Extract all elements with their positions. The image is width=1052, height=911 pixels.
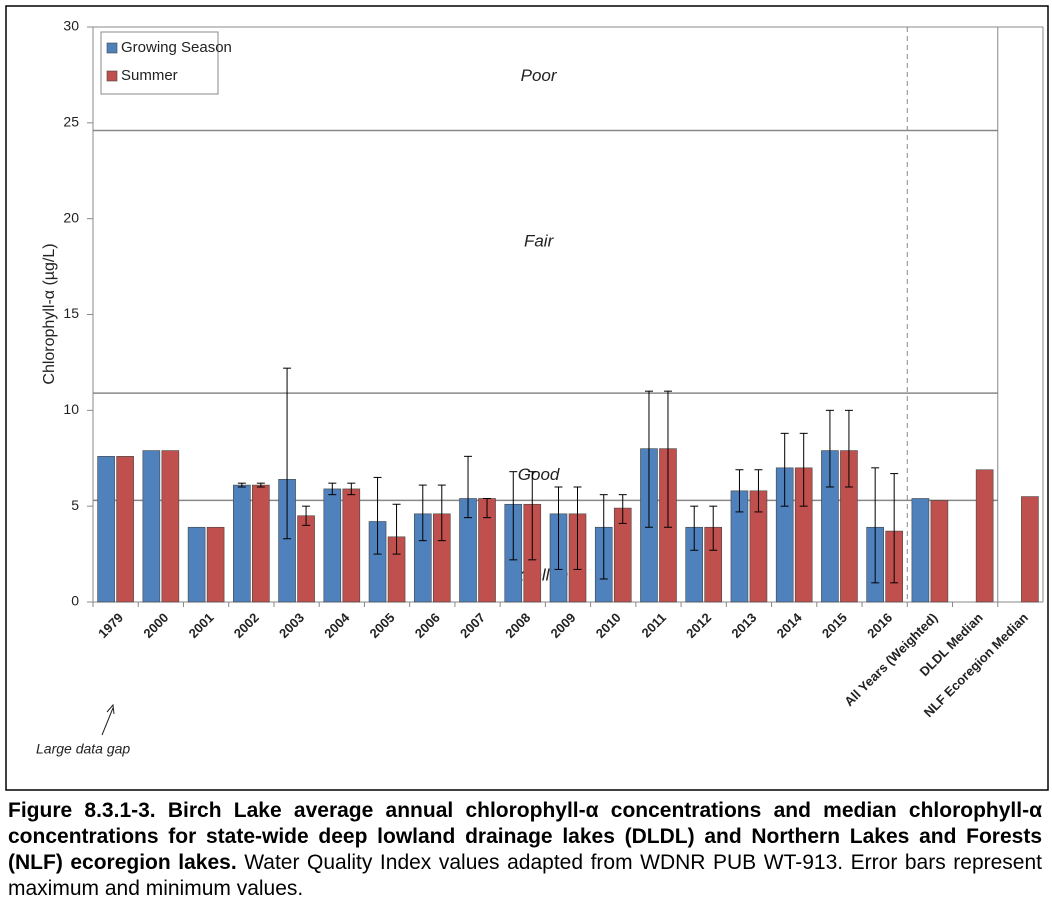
x-tick-label: 2002 [231, 610, 262, 641]
y-tick-label: 0 [71, 593, 79, 609]
y-tick-label: 15 [63, 305, 79, 321]
error-bar [573, 486, 582, 570]
bar [187, 526, 206, 603]
bar [342, 488, 361, 603]
x-tick-label: 2011 [638, 610, 669, 641]
error-bar [871, 467, 880, 584]
error-bar [754, 469, 763, 513]
bar [233, 484, 251, 603]
error-bar [644, 390, 653, 528]
y-axis-title: Chlorophyll-α (µg/L) [41, 243, 58, 384]
bar [323, 488, 342, 603]
x-tick-label: 2015 [819, 610, 850, 641]
error-bar [483, 498, 492, 519]
bar [161, 450, 180, 603]
error-bar [256, 482, 265, 488]
x-tick-label: 2006 [412, 610, 443, 641]
error-bar [302, 505, 311, 526]
error-bar [618, 494, 627, 524]
legend-label: Summer [121, 67, 178, 84]
x-tick-label: 2014 [774, 609, 806, 641]
error-bar [735, 469, 744, 513]
error-bar [347, 482, 356, 496]
error-bar [392, 503, 401, 555]
error-bar [237, 482, 246, 488]
x-tick-label: 2004 [321, 609, 353, 641]
error-bar [780, 432, 789, 507]
error-bar [464, 455, 473, 519]
x-tick-label: 2005 [367, 610, 398, 641]
error-bar [825, 409, 834, 488]
error-bar [328, 482, 337, 496]
bar [97, 456, 115, 603]
bar [1021, 496, 1039, 603]
bar [252, 484, 270, 603]
x-tick-label: 2013 [728, 610, 759, 641]
annotation-arrow [101, 707, 114, 736]
chart: Chlorophyll-α (µg/L) Large data gap 0 5 10… [5, 5, 1049, 791]
caption-bold: Figure 8.3.1-3. Birch Lake average annua… [8, 799, 1042, 874]
bar [206, 526, 225, 603]
error-bar [373, 476, 382, 555]
error-bar [709, 505, 718, 551]
y-tick-label: 30 [63, 18, 79, 34]
x-tick-label: 2003 [276, 610, 307, 641]
y-tick-label: 10 [63, 401, 79, 417]
x-tick-label: 2008 [502, 610, 533, 641]
error-bar [283, 367, 292, 540]
error-bar [799, 432, 808, 507]
x-tick-label: 2009 [547, 610, 578, 641]
y-tick-label: 5 [71, 497, 79, 513]
error-bar [437, 484, 446, 542]
annotation: Large data gap [36, 741, 130, 757]
x-tick-label: 2000 [140, 610, 171, 641]
error-bar [599, 494, 608, 580]
annotation-arrowhead [106, 703, 115, 715]
bar [975, 469, 994, 603]
zone-label: Fair [524, 231, 555, 250]
error-bar [890, 473, 899, 584]
y-tick-label: 25 [63, 114, 79, 130]
x-tick-label: 1979 [95, 610, 126, 641]
frame [5, 5, 1049, 791]
error-bar [528, 471, 537, 561]
x-tick-label: 2007 [457, 610, 488, 641]
y-tick-label: 20 [63, 209, 79, 225]
error-bar [844, 409, 853, 488]
error-bar [663, 390, 672, 528]
zone-label: Poor [521, 66, 558, 85]
caption-text: Water Quality Index values adapted from … [8, 851, 1043, 900]
error-bar [509, 471, 518, 561]
x-tick-label: 2016 [864, 610, 895, 641]
legend-swatch [106, 70, 118, 82]
error-bar [690, 505, 699, 551]
x-tick-label: 2012 [683, 610, 714, 641]
legend-swatch [106, 42, 118, 54]
caption: Figure 8.3.1-3. Birch Lake average annua… [8, 798, 1042, 902]
legend-label: Growing Season [121, 39, 232, 56]
x-tick-label: 2001 [186, 610, 217, 641]
bar [116, 456, 134, 603]
error-bar [554, 486, 563, 570]
bar [297, 515, 315, 603]
zone-label: Good [518, 465, 560, 484]
bar [930, 500, 949, 603]
x-tick-label: 2010 [593, 610, 624, 641]
error-bar [418, 484, 427, 542]
bar [911, 498, 930, 603]
legend-box [100, 31, 219, 95]
bar [142, 450, 161, 603]
